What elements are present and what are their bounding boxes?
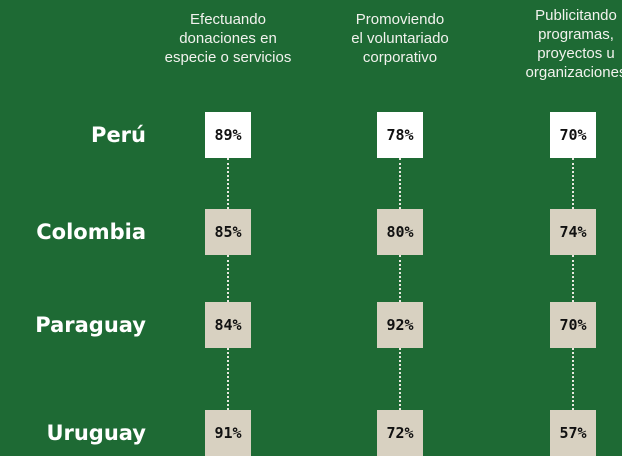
header-line: corporativo <box>362 49 438 66</box>
header-line: donaciones en <box>179 30 277 47</box>
cell-box: 57% <box>550 410 596 456</box>
connector <box>227 348 229 410</box>
header-line: el voluntariado <box>351 30 449 47</box>
column-header: Efectuando donaciones en especie o servici… <box>143 10 313 67</box>
header-line: especie o servicios <box>164 49 292 66</box>
cell-box: 72% <box>377 410 423 456</box>
cell-box: 92% <box>377 302 423 348</box>
cell-box: 85% <box>205 209 251 255</box>
connector <box>399 348 401 410</box>
row-label: Colombia <box>36 220 146 244</box>
header-line: Publicitando <box>535 7 617 24</box>
cell-box: 70% <box>550 302 596 348</box>
column-header: Promoviendo el voluntariado corporativo <box>315 10 485 67</box>
connector <box>227 158 229 209</box>
cell-box: 78% <box>377 112 423 158</box>
connector <box>399 255 401 302</box>
row-label: Paraguay <box>35 313 146 337</box>
header-line: proyectos u <box>537 45 615 62</box>
cell-box: 91% <box>205 410 251 456</box>
connector <box>227 255 229 302</box>
column-header: Publicitando programas, proyectos u organiz… <box>491 6 622 82</box>
row-label: Uruguay <box>46 421 146 445</box>
header-line: Efectuando <box>190 11 266 28</box>
connector <box>572 348 574 410</box>
row-label: Perú <box>91 123 146 147</box>
cell-box: 70% <box>550 112 596 158</box>
header-line: Promoviendo <box>355 11 445 28</box>
cell-box: 89% <box>205 112 251 158</box>
connector <box>572 255 574 302</box>
header-line: programas, <box>538 26 614 43</box>
connector <box>399 158 401 209</box>
cell-box: 80% <box>377 209 423 255</box>
connector <box>572 158 574 209</box>
header-line: organizaciones <box>525 64 622 81</box>
cell-box: 84% <box>205 302 251 348</box>
cell-box: 74% <box>550 209 596 255</box>
